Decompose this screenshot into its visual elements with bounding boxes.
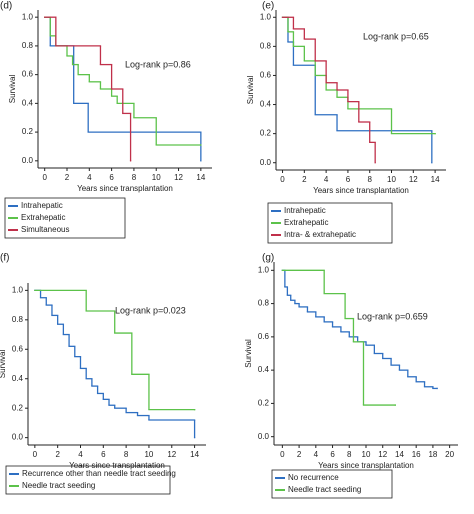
x-tick-label: 10 [144,450,153,459]
y-tick-label: 0.8 [12,315,24,324]
x-tick-label: 6 [346,175,351,184]
x-tick-label: 14 [190,450,199,459]
y-axis-label: Survival [244,339,253,368]
x-tick-label: 0 [280,450,285,459]
panel-label: (e) [262,1,274,12]
x-tick-label: 10 [152,173,161,182]
x-tick-label: 10 [387,175,396,184]
y-tick-label: 1.0 [258,265,270,274]
x-tick-label: 8 [347,450,352,459]
y-tick-label: 0.6 [22,70,34,79]
y-tick-label: 0.8 [260,41,272,50]
y-tick-label: 0.4 [12,374,24,383]
legend-box [5,465,171,495]
x-tick-label: 8 [124,450,129,459]
y-tick-label: 0.0 [12,433,24,442]
x-tick-label: 8 [367,175,372,184]
annotation: Log-rank p=0.023 [115,305,186,315]
y-axis-label: Survival [8,75,17,104]
x-axis-label: Years since transplantation [77,184,173,193]
x-tick-label: 0 [280,175,285,184]
x-tick-label: 10 [362,450,371,459]
x-tick-label: 16 [412,450,421,459]
x-tick-label: 0 [42,173,47,182]
x-axis-label: Years since transplantation [318,461,414,470]
y-axis-label: Survival [246,76,255,105]
legend-box [271,469,393,499]
y-tick-label: 0.2 [258,399,270,408]
y-tick-label: 0.2 [12,403,24,412]
x-tick-label: 2 [297,450,302,459]
y-tick-label: 0.0 [260,158,272,167]
annotation: Log-rank p=0.65 [363,31,429,41]
x-tick-label: 6 [109,173,114,182]
y-tick-label: 0.0 [22,156,34,165]
y-tick-label: 0.6 [12,344,24,353]
legend-label: Recurrence other than needle tract seedi… [22,469,176,478]
x-tick-label: 12 [409,175,418,184]
x-tick-label: 12 [378,450,387,459]
legend-label: Intra- & extrahepatic [284,230,356,239]
y-tick-label: 0.6 [260,71,272,80]
legend-box [267,202,393,244]
x-tick-label: 14 [196,173,205,182]
y-tick-label: 0.4 [258,365,270,374]
legend-label: Needle tract seeding [288,485,361,494]
y-tick-label: 1.0 [260,12,272,21]
legend-label: Intrahepatic [21,201,63,210]
x-tick-label: 12 [174,173,183,182]
x-tick-label: 6 [101,450,106,459]
x-tick-label: 4 [324,175,329,184]
y-tick-label: 0.2 [22,127,34,136]
x-tick-label: 12 [167,450,176,459]
x-tick-label: 18 [428,450,437,459]
x-tick-label: 2 [302,175,307,184]
y-axis-label: Survival [0,350,7,379]
x-tick-label: 14 [395,450,404,459]
panel-label: (f) [0,253,9,264]
x-tick-label: 0 [33,450,38,459]
x-tick-label: 4 [87,173,92,182]
y-tick-label: 1.0 [22,12,34,21]
panel-label: (d) [0,1,12,12]
x-tick-label: 14 [431,175,440,184]
legend-box [4,197,126,239]
annotation: Log-rank p=0.659 [357,311,428,321]
panel-label: (g) [262,253,274,264]
x-tick-label: 8 [132,173,137,182]
x-tick-label: 20 [445,450,454,459]
y-tick-label: 0.8 [22,41,34,50]
x-tick-label: 2 [55,450,60,459]
y-tick-label: 0.0 [258,432,270,441]
annotation: Log-rank p=0.86 [125,59,191,69]
y-tick-label: 0.4 [22,98,34,107]
x-tick-label: 4 [78,450,83,459]
y-tick-label: 1.0 [12,285,24,294]
x-tick-label: 6 [330,450,335,459]
legend-label: Simultaneous [21,225,69,234]
x-tick-label: 4 [314,450,319,459]
legend-label: Intrahepatic [284,206,326,215]
x-tick-label: 2 [65,173,70,182]
legend-label: No recurrence [288,473,339,482]
legend-label: Needle tract seeding [22,481,95,490]
x-axis-label: Years since transplantation [313,186,409,195]
legend-label: Extrahepatic [21,213,65,222]
y-tick-label: 0.6 [258,332,270,341]
y-tick-label: 0.8 [258,299,270,308]
legend-label: Extrahepatic [284,218,328,227]
y-tick-label: 0.4 [260,100,272,109]
y-tick-label: 0.2 [260,129,272,138]
